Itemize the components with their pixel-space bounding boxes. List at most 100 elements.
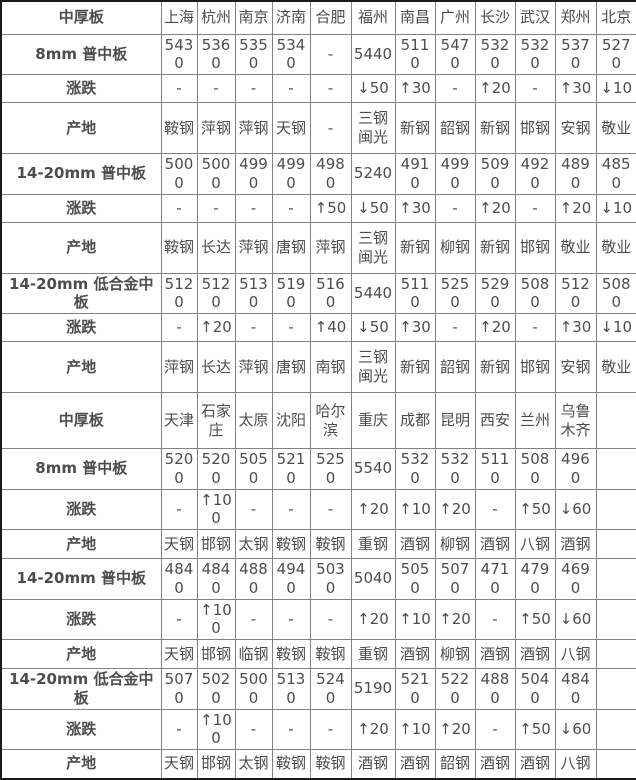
city-header: 广州 bbox=[434, 0, 476, 35]
origin-cell: 鞍钢 bbox=[309, 529, 352, 559]
city-header: 杭州 bbox=[196, 0, 236, 35]
change-cell: ↓10 bbox=[595, 313, 636, 342]
origin-cell: 重钢 bbox=[350, 529, 396, 559]
change-cell: ↑20 bbox=[474, 313, 516, 342]
price-cell: 5110 bbox=[394, 33, 436, 75]
origin-cell: 新钢 bbox=[394, 221, 436, 274]
change-cell: ↑40 bbox=[309, 313, 352, 342]
origin-cell: 新钢 bbox=[394, 102, 436, 154]
origin-cell: 八钢 bbox=[554, 749, 597, 779]
change-cell: ↓60 bbox=[554, 488, 597, 530]
city-header: 昆明 bbox=[434, 392, 476, 449]
origin-cell: 酒钢 bbox=[514, 639, 556, 669]
change-cell: ↑20 bbox=[474, 193, 516, 223]
row-label: 8mm 普中板 bbox=[0, 448, 162, 490]
change-row: 涨跌 - ↑100- - - ↑20 ↑10 ↑20- ↑50 ↓60 bbox=[0, 488, 636, 530]
price-cell: 4840 bbox=[554, 668, 597, 710]
origin-cell: 萍钢 bbox=[196, 102, 236, 154]
change-cell: ↓50 bbox=[350, 193, 396, 223]
origin-row: 产地 天钢 邯钢 临钢 鞍钢 鞍钢 重钢 酒钢 柳钢 酒钢 酒钢 八钢 bbox=[0, 639, 636, 669]
change-cell: ↓10 bbox=[595, 74, 636, 103]
city-header: 太原 bbox=[234, 392, 273, 449]
price-row: 14-20mm 普中板 4840 4840 4880 4940 5030 5040 5050 5… bbox=[0, 558, 636, 600]
origin-cell: 酒钢 bbox=[394, 639, 436, 669]
change-cell: ↑30 bbox=[554, 74, 597, 103]
price-cell: 5040 bbox=[514, 668, 556, 710]
change-cell: - bbox=[234, 313, 273, 342]
row-label: 产地 bbox=[0, 749, 162, 779]
origin-cell: 酒钢 bbox=[350, 749, 396, 779]
origin-cell: 鞍钢 bbox=[309, 749, 352, 779]
change-cell: - bbox=[271, 488, 311, 530]
origin-cell: 敬业 bbox=[595, 221, 636, 274]
empty-cell bbox=[595, 749, 636, 779]
origin-cell: 敬业 bbox=[595, 341, 636, 393]
origin-cell: 柳钢 bbox=[434, 529, 476, 559]
origin-cell: 新钢 bbox=[474, 221, 516, 274]
origin-row: 产地 天钢 邯钢 太钢 鞍钢 鞍钢 重钢 酒钢 柳钢 酒钢 八钢 酒钢 bbox=[0, 529, 636, 559]
city-header: 兰州 bbox=[514, 392, 556, 449]
price-cell: 5130 bbox=[234, 272, 273, 314]
price-cell: 5000 bbox=[160, 153, 198, 195]
empty-cell bbox=[595, 708, 636, 750]
origin-cell: 敬业 bbox=[595, 102, 636, 154]
change-cell: ↓50 bbox=[350, 74, 396, 103]
origin-cell: 柳钢 bbox=[434, 639, 476, 669]
origin-row: 产地 鞍钢 萍钢 萍钢 天钢 - 三钢闽光 新钢 韶钢 新钢 邯钢 安钢 敬业 bbox=[0, 102, 636, 154]
change-cell: - bbox=[434, 74, 476, 103]
origin-cell: 三钢闽光 bbox=[350, 221, 396, 274]
row-label: 8mm 普中板 bbox=[0, 33, 162, 75]
city-header: 重庆 bbox=[350, 392, 396, 449]
city-header: 天津 bbox=[160, 392, 198, 449]
origin-cell: 安钢 bbox=[554, 102, 597, 154]
price-cell: 5110 bbox=[474, 448, 516, 490]
change-cell: - bbox=[309, 598, 352, 640]
origin-cell: 天钢 bbox=[160, 639, 198, 669]
origin-cell: 酒钢 bbox=[474, 529, 516, 559]
change-cell: ↑20 bbox=[434, 598, 476, 640]
origin-cell: 鞍钢 bbox=[309, 639, 352, 669]
row-label: 14-20mm 普中板 bbox=[0, 153, 162, 195]
change-cell: - bbox=[271, 193, 311, 223]
origin-cell: 新钢 bbox=[474, 341, 516, 393]
change-cell: - bbox=[434, 313, 476, 342]
section-title: 中厚板 bbox=[0, 392, 162, 449]
price-cell: 5090 bbox=[474, 153, 516, 195]
origin-cell: 南钢 bbox=[309, 341, 352, 393]
price-cell: 5240 bbox=[350, 153, 396, 195]
empty-cell bbox=[595, 598, 636, 640]
price-cell: 4880 bbox=[474, 668, 516, 710]
origin-cell: 三钢闽光 bbox=[350, 102, 396, 154]
change-cell: ↑20 bbox=[350, 708, 396, 750]
change-cell: ↑20 bbox=[350, 488, 396, 530]
price-cell: 4990 bbox=[234, 153, 273, 195]
city-header: 哈尔滨 bbox=[309, 392, 352, 449]
price-cell: 5190 bbox=[271, 272, 311, 314]
row-label: 涨跌 bbox=[0, 74, 162, 103]
price-cell: 5200 bbox=[196, 448, 236, 490]
origin-cell: 太钢 bbox=[234, 529, 273, 559]
origin-cell: 天钢 bbox=[160, 749, 198, 779]
price-cell: 4880 bbox=[234, 558, 273, 600]
section-header-row: 中厚板 天津 石家庄 太原 沈阳 哈尔滨 重庆 成都 昆明 西安 兰州 乌鲁木齐 bbox=[0, 392, 636, 449]
price-cell: 5050 bbox=[394, 558, 436, 600]
origin-cell: 敬业 bbox=[554, 221, 597, 274]
row-label: 涨跌 bbox=[0, 313, 162, 342]
price-cell: 5270 bbox=[595, 33, 636, 75]
price-cell: 4790 bbox=[514, 558, 556, 600]
price-cell: 5250 bbox=[309, 448, 352, 490]
price-cell: 5340 bbox=[271, 33, 311, 75]
origin-cell: 唐钢 bbox=[271, 341, 311, 393]
price-cell: 5210 bbox=[271, 448, 311, 490]
price-cell: 4990 bbox=[434, 153, 476, 195]
price-cell: 5440 bbox=[350, 33, 396, 75]
origin-cell: 天钢 bbox=[160, 529, 198, 559]
origin-cell: 酒钢 bbox=[394, 529, 436, 559]
origin-cell: 萍钢 bbox=[234, 341, 273, 393]
origin-cell: 三钢闽光 bbox=[350, 341, 396, 393]
change-cell: - bbox=[234, 193, 273, 223]
city-header: 上海 bbox=[160, 0, 198, 35]
origin-cell: 邯钢 bbox=[514, 341, 556, 393]
price-cell: 5320 bbox=[474, 33, 516, 75]
